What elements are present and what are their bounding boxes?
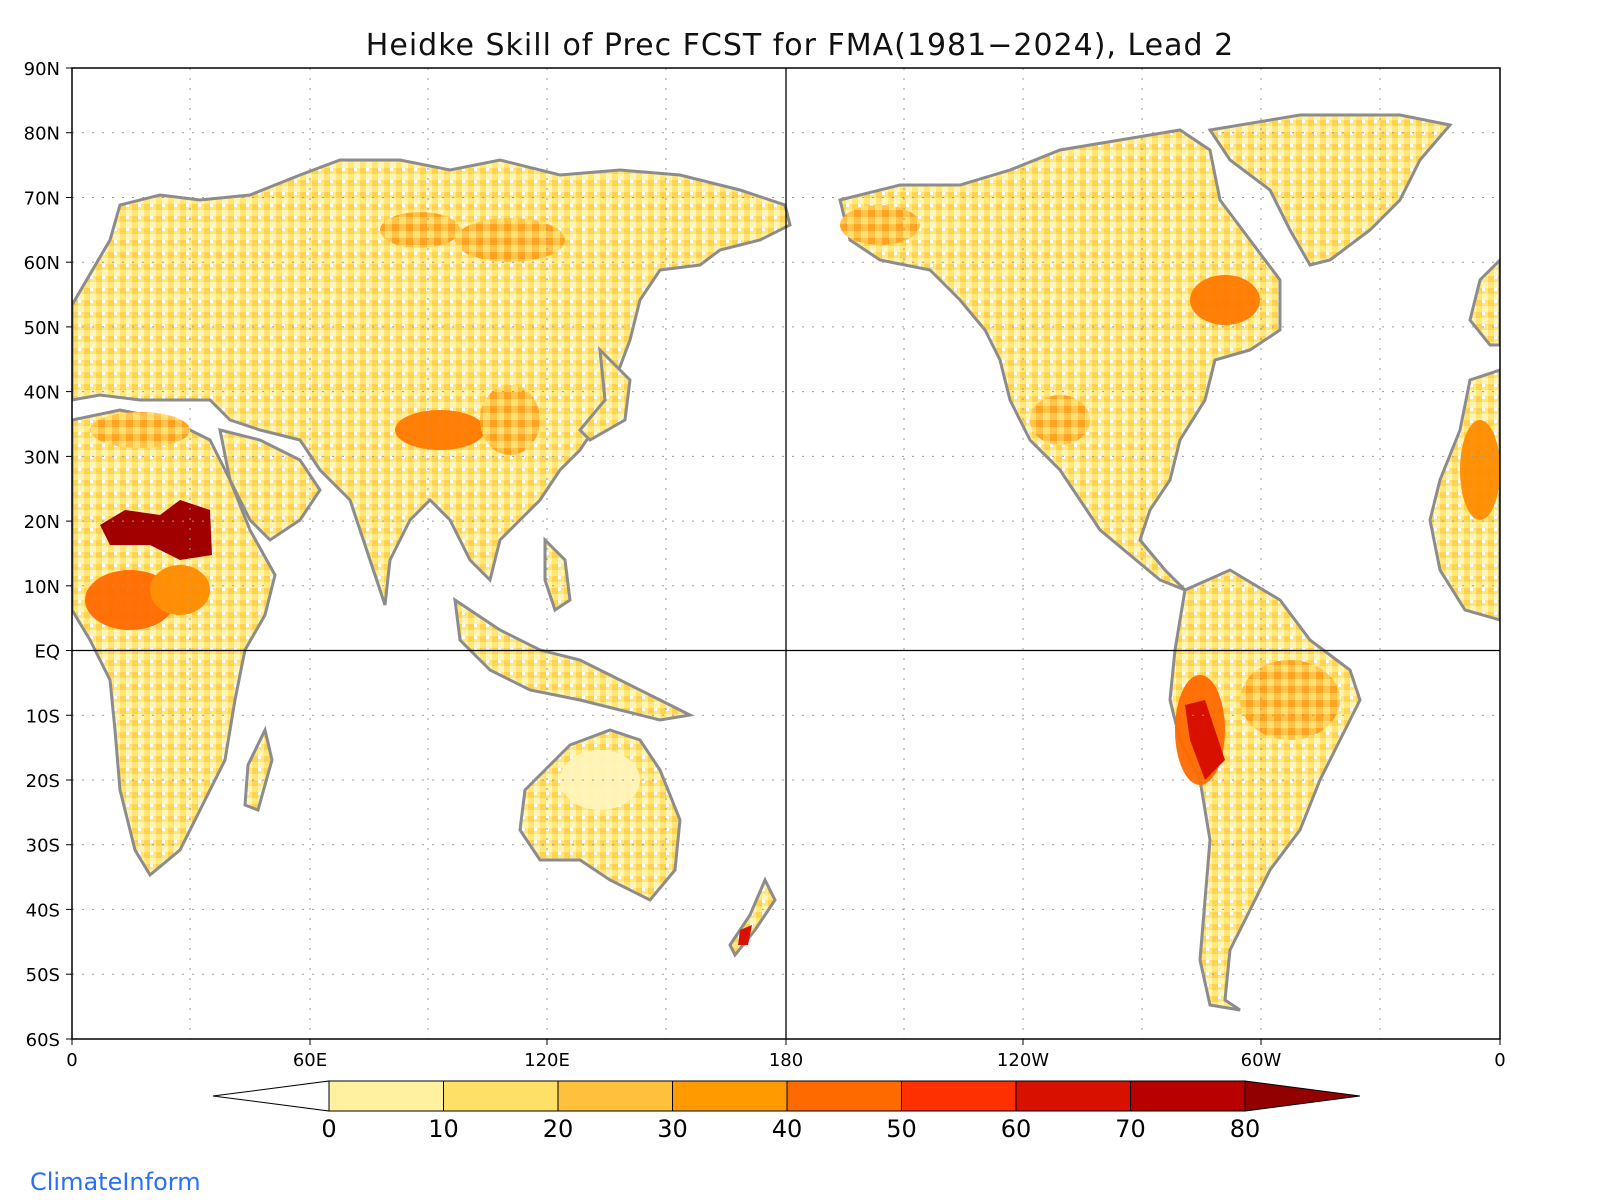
lat-label: 70N	[24, 189, 60, 210]
colorbar-tick-label: 70	[1115, 1115, 1146, 1143]
colorbar-tick-label: 40	[772, 1115, 803, 1143]
colorbar-tick-label: 10	[428, 1115, 459, 1143]
lon-label: 180	[769, 1050, 803, 1071]
lat-label: 60S	[26, 1030, 60, 1051]
lat-label: 80N	[24, 124, 60, 145]
colorbar-bin	[786, 1080, 902, 1112]
greenland-landmass	[1207, 113, 1453, 267]
colorbar-tick-label: 60	[1001, 1115, 1032, 1143]
sahel-max-skill	[100, 500, 212, 560]
lat-label: 20N	[24, 512, 60, 533]
lon-label: 120E	[524, 1050, 570, 1071]
longitude-axis: 0 60E 120E 180 120W 60W 0	[66, 1039, 1506, 1071]
latitude-axis: 90N 80N 70N 60N 50N 40N 30N 20N 10N EQ 1…	[24, 59, 72, 1051]
japan-landmass	[577, 345, 632, 442]
indonesia-landmass	[453, 596, 695, 722]
philippines-landmass	[543, 536, 572, 613]
colorbar-bin	[672, 1080, 788, 1112]
colorbar-bin	[1015, 1080, 1131, 1112]
colorbar-bin	[328, 1080, 444, 1112]
lat-label: EQ	[34, 642, 60, 663]
colorbar-ticks: 0 10 20 30 40 50 60 70 80	[321, 1115, 1260, 1143]
colorbar-tick-label: 0	[321, 1115, 336, 1143]
lat-label: 50S	[26, 965, 60, 986]
brand-watermark: ClimateInform	[30, 1168, 201, 1196]
lon-label: 0	[1494, 1050, 1505, 1071]
lon-label: 0	[66, 1050, 77, 1071]
lon-label: 60W	[1241, 1050, 1282, 1071]
andes-high-skill	[1185, 700, 1225, 780]
lat-label: 90N	[24, 59, 60, 80]
colorbar-tick-label: 30	[657, 1115, 688, 1143]
lat-label: 10N	[24, 577, 60, 598]
colorbar	[212, 1080, 1361, 1112]
high-skill-patches	[85, 205, 1500, 810]
colorbar-bin	[901, 1080, 1017, 1112]
lon-label: 120W	[997, 1050, 1049, 1071]
colorbar-tick-label: 50	[886, 1115, 917, 1143]
north-america-landmass	[838, 128, 1282, 592]
lat-label: 40S	[26, 900, 60, 921]
lon-label: 60E	[293, 1050, 327, 1071]
lat-label: 30N	[24, 447, 60, 468]
colorbar-bin	[1130, 1080, 1246, 1112]
lat-label: 20S	[26, 771, 60, 792]
europe-edge-landmass	[1468, 257, 1500, 347]
lat-label: 60N	[24, 253, 60, 274]
map-title: Heidke Skill of Prec FCST for FMA(1981−2…	[365, 28, 1235, 63]
australia-landmass	[518, 728, 682, 902]
lat-label: 30S	[26, 836, 60, 857]
lat-label: 10S	[26, 706, 60, 727]
colorbar-bin	[443, 1080, 559, 1112]
colorbar-tick-label: 80	[1230, 1115, 1261, 1143]
madagascar-landmass	[243, 725, 274, 812]
lat-label: 40N	[24, 383, 60, 404]
land-areas	[72, 113, 1500, 1012]
map-grid	[72, 68, 1500, 1039]
colorbar-tick-label: 20	[543, 1115, 574, 1143]
colorbar-high-arrow	[1244, 1080, 1361, 1112]
colorbar-low-arrow	[212, 1080, 330, 1112]
colorbar-bin	[557, 1080, 673, 1112]
nz-high-skill	[738, 925, 752, 945]
lat-label: 50N	[24, 318, 60, 339]
